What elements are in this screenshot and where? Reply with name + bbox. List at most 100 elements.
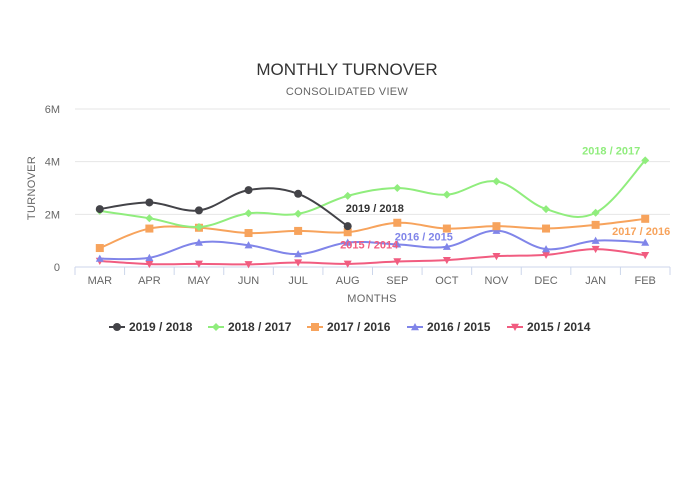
series-label: 2017 / 2016 (612, 226, 670, 238)
series-line (99, 159, 646, 228)
data-point (343, 191, 352, 200)
data-point (343, 238, 352, 246)
data-point (343, 260, 352, 268)
legend-label: 2017 / 2016 (327, 320, 391, 334)
series-label: 2018 / 2017 (582, 145, 640, 157)
data-point (641, 238, 650, 246)
data-point (244, 209, 253, 218)
legend-marker (411, 323, 419, 331)
data-point (294, 189, 303, 198)
legend-item[interactable]: 2017 / 2016 (307, 320, 391, 334)
data-point (343, 228, 352, 237)
data-point (294, 209, 303, 218)
data-point (591, 208, 600, 217)
data-point (145, 253, 154, 261)
legend-item[interactable]: 2016 / 2015 (407, 320, 491, 334)
gridlines (75, 108, 670, 215)
data-point (95, 254, 104, 262)
data-point (244, 261, 253, 269)
data-point (442, 224, 451, 233)
x-tick-label: FEB (635, 275, 656, 287)
data-point (641, 214, 650, 223)
legend-item[interactable]: 2015 / 2014 (507, 320, 591, 334)
x-axis-title: MONTHS (347, 293, 396, 305)
y-tick-label: 4M (45, 157, 60, 169)
data-point (393, 258, 402, 266)
data-point (542, 245, 551, 253)
data-point (145, 260, 154, 269)
data-point (294, 250, 303, 258)
series-label: 2016 / 2015 (395, 232, 453, 244)
data-point (492, 177, 501, 186)
x-axis: MAR APR MAY JUN JUL AUG SEP OCT NOV DEC JAN FEB (74, 266, 671, 287)
series-line (99, 229, 646, 261)
series-label: 2015 / 2014 (340, 239, 399, 251)
data-point (492, 226, 501, 234)
data-point (542, 251, 551, 259)
data-point (145, 214, 154, 223)
data-point (591, 220, 600, 229)
data-point (492, 253, 501, 261)
data-point (244, 241, 253, 249)
legend-item[interactable]: 2019 / 2018 (109, 320, 193, 334)
legend-marker (311, 323, 319, 331)
legend-marker (511, 323, 519, 331)
legend-label: 2015 / 2014 (527, 320, 591, 334)
x-tick-label: MAY (187, 275, 211, 287)
data-point (542, 205, 551, 214)
x-tick-label: OCT (435, 275, 459, 287)
series-2019-2018 (95, 186, 352, 231)
data-point (591, 236, 600, 244)
x-tick-label: APR (138, 275, 161, 287)
data-point (194, 260, 203, 268)
x-tick-label: MAR (88, 275, 113, 287)
series-labels: 2019 / 2018 2018 / 2017 2017 / 2016 2016 / … (340, 145, 670, 251)
data-point (194, 206, 203, 215)
x-tick-label: DEC (534, 275, 557, 287)
data-point (95, 244, 104, 253)
data-point (542, 224, 551, 233)
series-label: 2019 / 2018 (346, 203, 404, 215)
x-tick-label: NOV (485, 275, 510, 287)
series-2016-2015 (95, 226, 650, 262)
series-group (95, 156, 650, 269)
x-tick-label: JUN (238, 275, 259, 287)
data-point (442, 242, 451, 250)
legend-label: 2016 / 2015 (427, 320, 491, 334)
data-point (442, 256, 451, 265)
y-axis: 0 2M 4M 6M (45, 104, 60, 274)
y-tick-label: 2M (45, 209, 60, 221)
data-point (343, 222, 352, 231)
data-point (591, 245, 600, 254)
legend-marker (113, 323, 121, 331)
legend-item[interactable]: 2018 / 2017 (208, 320, 292, 334)
legend-label: 2019 / 2018 (129, 320, 193, 334)
data-point (393, 240, 402, 248)
series-line (99, 248, 646, 266)
data-point (393, 184, 402, 192)
legend: 2019 / 2018 2018 / 2017 2017 / 2016 2016 / … (109, 320, 591, 334)
data-point (442, 190, 451, 199)
legend-marker (212, 323, 220, 331)
data-point (294, 259, 303, 267)
data-point (641, 156, 650, 165)
data-point (145, 224, 154, 233)
data-point (294, 226, 303, 235)
y-tick-label: 0 (54, 262, 60, 274)
data-point (393, 218, 402, 227)
y-axis-title: TURNOVER (26, 156, 38, 220)
data-point (145, 198, 154, 207)
data-point (95, 205, 104, 214)
data-point (194, 238, 203, 246)
data-point (194, 222, 203, 231)
data-point (641, 251, 650, 260)
x-tick-label: AUG (336, 275, 360, 287)
series-2018-2017 (95, 156, 650, 231)
data-point (492, 222, 501, 231)
x-tick-label: JUL (288, 275, 308, 287)
data-point (244, 186, 253, 195)
x-tick-label: SEP (386, 275, 408, 287)
data-point (244, 229, 253, 238)
legend-label: 2018 / 2017 (228, 320, 292, 334)
